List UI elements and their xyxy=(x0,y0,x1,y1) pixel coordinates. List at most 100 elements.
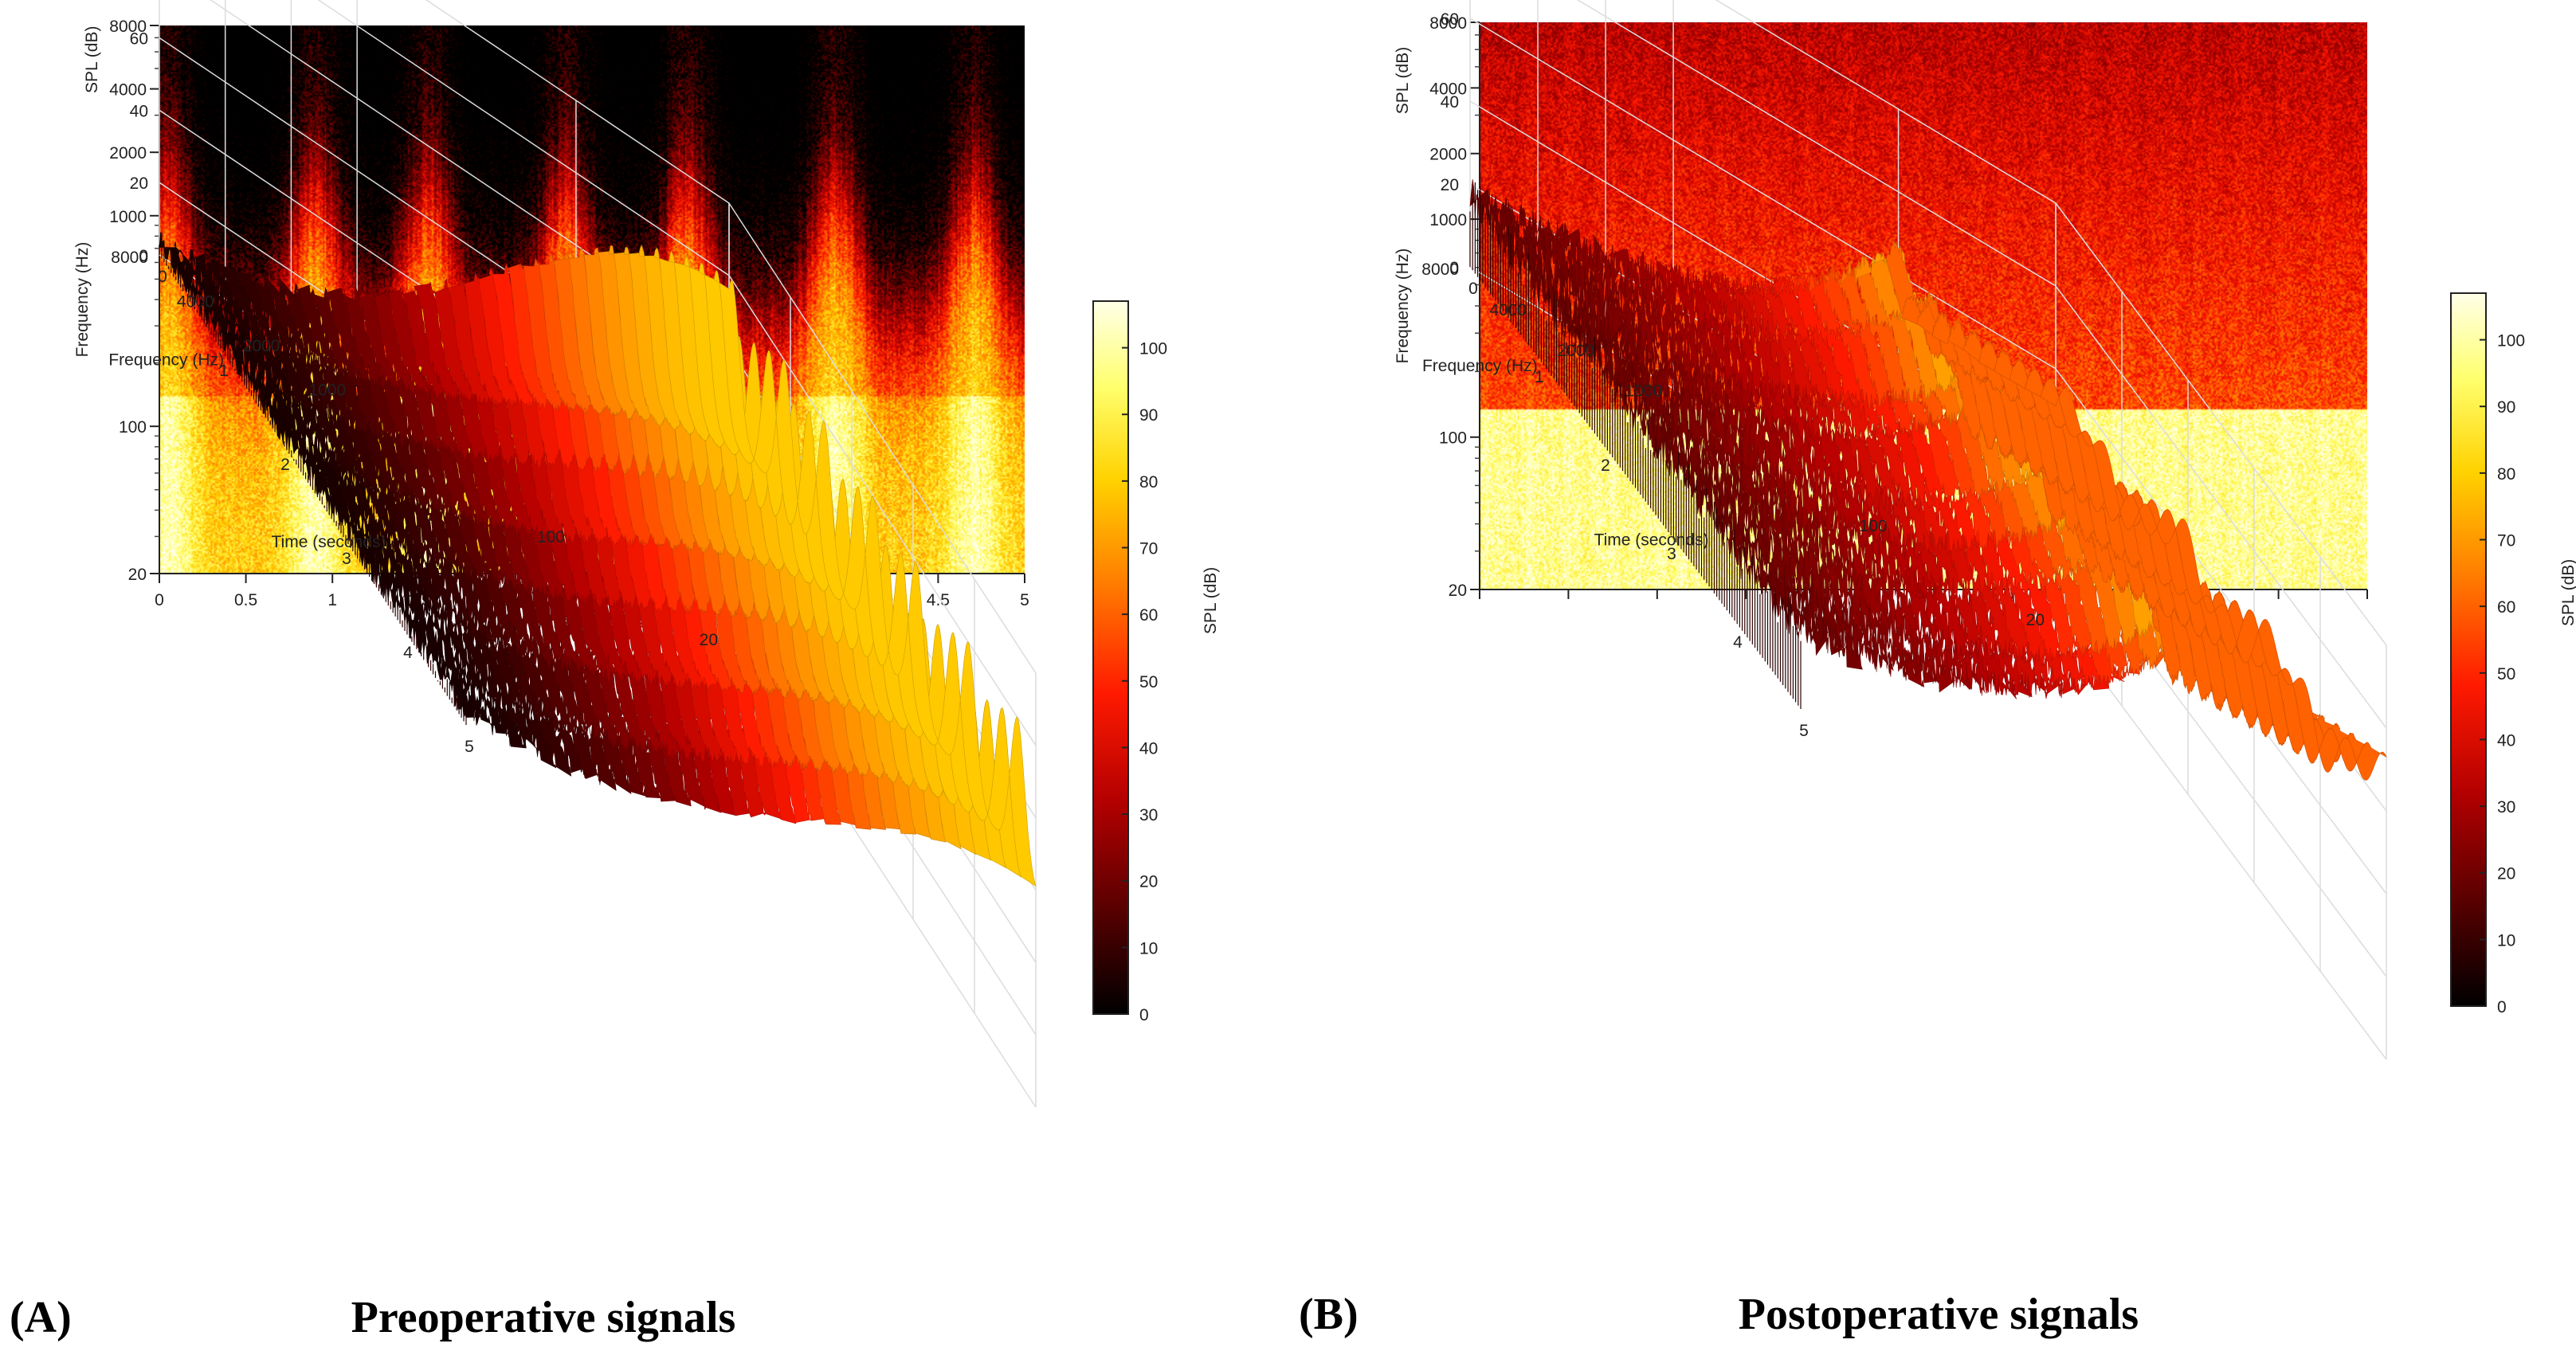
x-axis-label: Time (seconds) xyxy=(272,533,386,551)
colorbar-tick-label: 100 xyxy=(1139,340,1167,358)
colorbar-tick-label: 40 xyxy=(2497,731,2515,750)
z-tick-label: 20 xyxy=(130,174,148,193)
y-tick-label: 20 xyxy=(1449,582,1467,600)
colorbar-tick-label: 100 xyxy=(2497,332,2525,351)
colorbar-tick-label: 90 xyxy=(1139,406,1158,425)
surface-strip xyxy=(398,287,722,813)
x-tick-label: 3 xyxy=(342,550,351,568)
y-tick-label: 2000 xyxy=(243,337,280,355)
x-tick-label: 1 xyxy=(219,362,229,380)
y-axis-label: Frequency (Hz) xyxy=(108,351,224,369)
z-tick-label: 60 xyxy=(1441,10,1459,29)
colorbar-tick-label: 90 xyxy=(2497,398,2515,417)
colorbar-tick-label: 20 xyxy=(1139,873,1158,891)
panel-b-caption: Postoperative signals xyxy=(1739,1290,2139,1339)
x-tick-label: 0.5 xyxy=(234,591,257,609)
z-tick-label: 20 xyxy=(1441,176,1459,194)
x-tick-label: 5 xyxy=(1020,591,1029,609)
y-tick-label: 4000 xyxy=(177,293,214,311)
colorbar-b: 0 10 20 30 40 50 60 70 80 90 100 SPL (dB) xyxy=(2450,292,2576,1016)
y-axis-label: Frequency (Hz) xyxy=(1422,357,1538,375)
surface-strip xyxy=(1593,234,1940,684)
y-axis-label: Frequency (Hz) xyxy=(73,242,92,358)
colorbar-tick-label: 80 xyxy=(1139,473,1158,492)
y-tick-label: 100 xyxy=(119,418,147,437)
y-tick-label: 4000 xyxy=(109,81,147,100)
colorbar-tick-label: 10 xyxy=(2497,931,2515,950)
y-axis-label: Frequency (Hz) xyxy=(1394,249,1412,364)
colorbar-tick-label: 80 xyxy=(2497,465,2515,484)
surface-strip xyxy=(1547,221,1894,675)
surface-mesh xyxy=(1469,179,2387,781)
surface-strip xyxy=(2040,378,2387,781)
colorbar-tick-label: 30 xyxy=(1139,806,1158,824)
z-axis-label: SPL (dB) xyxy=(1394,47,1412,114)
colorbar-tick-label: 70 xyxy=(1139,539,1158,558)
x-tick-label: 4 xyxy=(403,644,413,662)
y-tick-label: 1000 xyxy=(1625,382,1662,401)
y-tick-label: 100 xyxy=(1860,517,1888,535)
y-tick-label: 2000 xyxy=(109,144,147,163)
x-tick-label: 5 xyxy=(465,738,474,756)
colorbar-a: 0 10 20 30 40 50 60 70 80 90 100 SPL (dB) xyxy=(1092,300,1220,1024)
surface-strip xyxy=(1747,276,2094,695)
x-tick-label: 0 xyxy=(158,268,167,286)
x-tick-label: 0 xyxy=(1468,280,1478,298)
y-tick-label: 2000 xyxy=(1429,146,1467,164)
surface-strip xyxy=(1762,276,2110,691)
colorbar-tick-label: 0 xyxy=(2497,998,2507,1016)
surface-mesh xyxy=(159,232,1037,887)
y-tick-label: 1000 xyxy=(109,208,147,226)
surface-strip xyxy=(174,241,497,735)
x-tick-label: 1 xyxy=(1535,368,1544,386)
colorbar-tick-label: 30 xyxy=(2497,798,2515,817)
y-tick-label: 8000 xyxy=(111,249,148,267)
y-tick-label: 8000 xyxy=(1429,14,1467,33)
panel-a-caption: Preoperative signals xyxy=(351,1293,736,1342)
colorbar-tick-label: 60 xyxy=(1139,606,1158,625)
y-tick-label: 100 xyxy=(1439,429,1467,448)
surface-strip xyxy=(354,288,676,802)
y-tick-label: 1000 xyxy=(1429,211,1467,229)
colorbar-tick-label: 10 xyxy=(1139,939,1158,958)
surface-strip xyxy=(1809,266,2156,682)
colorbar-tick-label: 50 xyxy=(2497,665,2515,683)
x-tick-label: 5 xyxy=(1799,722,1809,740)
surface-strip xyxy=(383,289,707,810)
surface-strip xyxy=(339,287,662,799)
y-tick-label: 8000 xyxy=(1421,260,1459,279)
z-axis-label: SPL (dB) xyxy=(83,26,101,93)
y-tick-label: 8000 xyxy=(109,18,147,36)
z-tick-label: 0 xyxy=(1449,259,1459,277)
panel-a-letter: (A) xyxy=(10,1293,72,1342)
y-tick-label: 1000 xyxy=(308,382,346,400)
x-tick-label: 4 xyxy=(1733,633,1743,652)
colorbar-ramp xyxy=(1092,300,1129,1015)
y-tick-label: 4000 xyxy=(1489,301,1527,319)
z-tick-label: 0 xyxy=(139,247,148,265)
x-tick-label: 1 xyxy=(327,591,337,609)
colorbar-tick-label: 0 xyxy=(1139,1006,1149,1024)
x-tick-label: 3 xyxy=(1667,545,1676,563)
x-axis-label: Time (seconds) xyxy=(1594,531,1709,550)
surface-strip xyxy=(189,249,512,747)
surface-strip xyxy=(203,259,527,749)
x-tick-label: 0 xyxy=(155,591,164,609)
z-tick-label: 60 xyxy=(130,30,148,49)
colorbar-tick-label: 70 xyxy=(2497,531,2515,550)
y-tick-label: 4000 xyxy=(1429,80,1467,98)
panel-b-letter: (B) xyxy=(1299,1290,1359,1339)
y-tick-label: 20 xyxy=(700,631,718,649)
y-tick-label: 20 xyxy=(128,566,147,584)
x-tick-label: 2 xyxy=(1601,456,1610,475)
panel-a: 00.511.522.533.544.552010010002000400080… xyxy=(73,0,1220,1108)
colorbar-label: SPL (dB) xyxy=(1202,567,1220,634)
y-tick-label: 2000 xyxy=(1557,342,1594,360)
colorbar-ramp xyxy=(2450,292,2487,1007)
